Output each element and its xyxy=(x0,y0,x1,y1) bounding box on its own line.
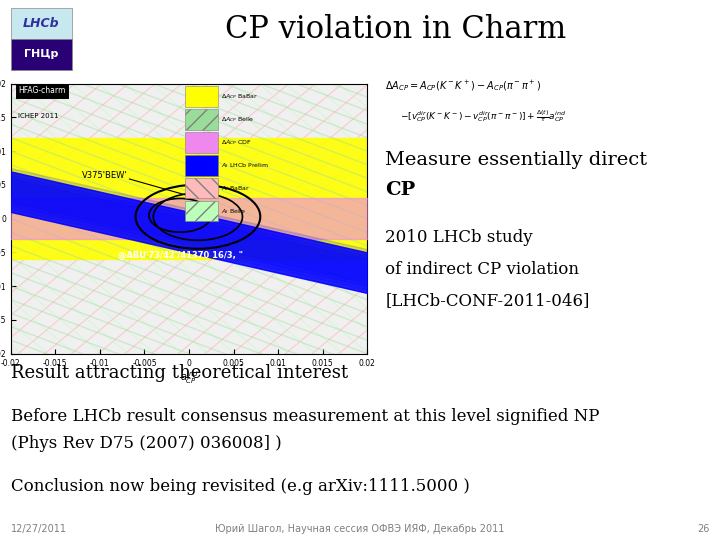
Text: of indirect CP violation: of indirect CP violation xyxy=(385,261,579,278)
Text: 12/27/2011: 12/27/2011 xyxy=(11,523,67,534)
Text: Юрий Шагол, Научная сессия ОФВЭ ИЯФ, Декабрь 2011: Юрий Шагол, Научная сессия ОФВЭ ИЯФ, Дек… xyxy=(215,523,505,534)
Text: ICHEP 2011: ICHEP 2011 xyxy=(18,113,58,119)
Bar xyxy=(11,39,72,70)
Text: $A_I$ BaBar: $A_I$ BaBar xyxy=(221,184,250,193)
Text: 2010 LHCb study: 2010 LHCb study xyxy=(385,230,533,246)
X-axis label: $a_{CP}^{ind}$: $a_{CP}^{ind}$ xyxy=(179,369,199,386)
Text: $\Delta A_{CP}$ CDF: $\Delta A_{CP}$ CDF xyxy=(221,138,252,147)
Text: CP: CP xyxy=(385,181,415,199)
Text: $\Delta A_{CP}$ Belle: $\Delta A_{CP}$ Belle xyxy=(221,115,255,124)
Text: V375'BEW': V375'BEW' xyxy=(82,171,127,180)
Text: LHCb: LHCb xyxy=(23,17,60,30)
Text: CP violation in Charm: CP violation in Charm xyxy=(225,14,567,44)
FancyBboxPatch shape xyxy=(186,178,217,199)
Bar xyxy=(11,8,72,39)
FancyBboxPatch shape xyxy=(186,156,217,176)
Text: Result attracting theoretical interest: Result attracting theoretical interest xyxy=(11,364,348,382)
Text: 26: 26 xyxy=(697,523,709,534)
Text: [LHCb-CONF-2011-046]: [LHCb-CONF-2011-046] xyxy=(385,292,590,309)
Text: (Phys Rev D75 (2007) 036008] ): (Phys Rev D75 (2007) 036008] ) xyxy=(11,435,282,451)
Text: ГНЦр: ГНЦр xyxy=(24,49,58,59)
Text: $\Delta A_{CP} = A_{CP}(K^-K^+) - A_{CP}(\pi^-\pi^+)$: $\Delta A_{CP} = A_{CP}(K^-K^+) - A_{CP}… xyxy=(385,78,541,93)
Text: Conclusion now being revisited (e.g arXiv:1111.5000 ): Conclusion now being revisited (e.g arXi… xyxy=(11,478,469,495)
Text: Measure essentially direct: Measure essentially direct xyxy=(385,151,647,169)
Text: HFAG-charm: HFAG-charm xyxy=(18,86,66,96)
FancyBboxPatch shape xyxy=(186,86,217,106)
Bar xyxy=(11,138,367,259)
FancyBboxPatch shape xyxy=(186,109,217,130)
Text: $\Delta A_{CP}$ BaBar: $\Delta A_{CP}$ BaBar xyxy=(221,92,258,101)
FancyBboxPatch shape xyxy=(186,132,217,152)
Text: @ABU'73/42'/41370 16/3, ": @ABU'73/42'/41370 16/3, " xyxy=(118,251,243,260)
Text: $- [v_{CP}^{dir}(K^-K^-) - v_{CP}^{dir}(\pi^-\pi^-)] + \frac{\Delta(t)}{\tau}a_{: $- [v_{CP}^{dir}(K^-K^-) - v_{CP}^{dir}(… xyxy=(400,108,567,124)
Text: Before LHCb result consensus measurement at this level signified NP: Before LHCb result consensus measurement… xyxy=(11,408,599,424)
Text: $A_I$ Belle: $A_I$ Belle xyxy=(221,207,246,215)
Text: $A_I$ LHCb Prelim: $A_I$ LHCb Prelim xyxy=(221,161,269,170)
Text: HFAG-charm: HFAG-charm xyxy=(18,86,66,96)
FancyBboxPatch shape xyxy=(186,201,217,221)
